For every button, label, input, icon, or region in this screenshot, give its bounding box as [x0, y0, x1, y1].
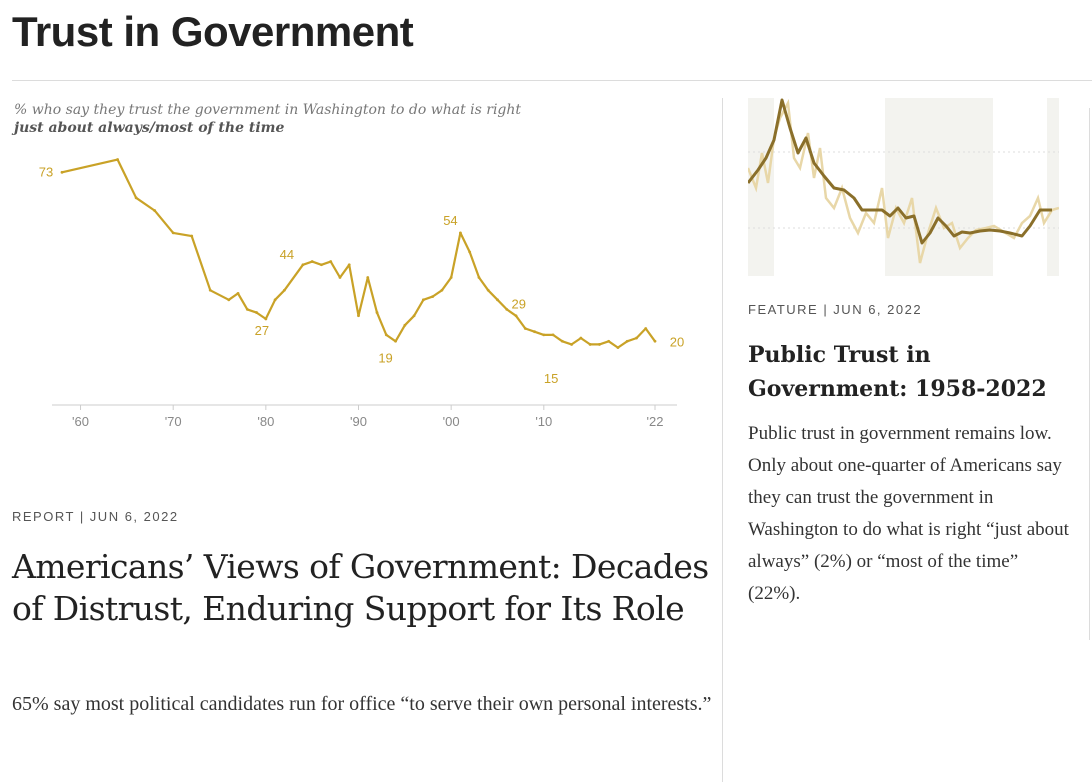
data-point — [264, 317, 268, 321]
data-label: 15 — [544, 371, 558, 386]
data-label: 19 — [378, 350, 392, 365]
data-point — [329, 260, 333, 263]
data-point — [282, 288, 286, 292]
data-point — [551, 333, 555, 337]
data-point — [190, 234, 194, 238]
column-divider — [722, 98, 723, 782]
data-point — [533, 330, 536, 334]
data-point — [570, 343, 574, 346]
data-point — [607, 339, 611, 343]
trust-series-line — [61, 158, 656, 349]
data-point — [347, 263, 351, 267]
data-point — [60, 170, 64, 174]
right-edge-divider — [1089, 108, 1090, 640]
data-point — [301, 263, 305, 267]
data-point — [635, 336, 638, 340]
main-story-meta: REPORT | JUN 6, 2022 — [12, 509, 179, 524]
data-point — [227, 298, 231, 302]
data-point — [236, 292, 240, 295]
data-point — [496, 298, 499, 302]
data-point — [403, 323, 407, 327]
data-point — [523, 327, 527, 330]
data-point — [449, 276, 453, 279]
data-point — [505, 307, 509, 311]
data-point — [366, 276, 370, 279]
data-point — [440, 288, 444, 292]
thumb-shade-band — [1047, 98, 1059, 276]
data-point — [310, 260, 314, 263]
data-point — [459, 231, 462, 235]
data-label: 20 — [670, 334, 684, 349]
data-point — [431, 295, 435, 299]
data-point — [644, 327, 648, 330]
x-tick-label: '90 — [350, 414, 367, 429]
x-tick-label: '70 — [165, 414, 182, 429]
data-label: 29 — [512, 297, 526, 312]
data-point — [653, 339, 657, 343]
chart-caption: % who say they trust the government in W… — [14, 101, 521, 137]
data-point — [579, 336, 583, 340]
thumb-dark-line — [748, 98, 1052, 245]
side-story-summary: Public trust in government remains low. … — [748, 423, 1069, 604]
data-point — [171, 231, 175, 235]
data-point — [153, 209, 157, 212]
x-tick-label: '22 — [647, 414, 664, 429]
chart-caption-line2: just about always/most of the time — [14, 120, 285, 136]
data-point — [116, 158, 119, 161]
data-point — [468, 250, 472, 254]
feature-thumbnail-chart[interactable] — [748, 98, 1059, 276]
page-title: Trust in Government — [12, 8, 414, 55]
data-point — [245, 307, 249, 311]
data-point — [208, 288, 212, 292]
data-point — [357, 314, 360, 318]
trust-line-chart[interactable]: '60'70'80'90'00'10'22737727441954291520 — [0, 150, 700, 440]
data-point — [273, 298, 277, 302]
data-point — [486, 288, 490, 292]
data-point — [338, 276, 342, 279]
side-story-meta: FEATURE | JUN 6, 2022 — [748, 302, 923, 317]
data-point — [514, 314, 518, 318]
data-point — [616, 346, 620, 350]
data-label: 73 — [39, 164, 53, 179]
data-point — [134, 196, 138, 200]
x-tick-label: '00 — [443, 414, 460, 429]
data-point — [477, 276, 481, 279]
data-point — [625, 339, 629, 343]
x-tick-label: '60 — [72, 414, 89, 429]
data-label: 44 — [280, 247, 294, 262]
x-tick-label: '10 — [535, 414, 552, 429]
thumb-shade-band — [885, 98, 993, 276]
data-point — [394, 339, 397, 343]
main-story-headline[interactable]: Americans’ Views of Government: Decades … — [12, 547, 709, 628]
data-label: 54 — [443, 213, 457, 228]
data-point — [542, 333, 546, 337]
thumb-shade-band — [748, 98, 774, 276]
data-point — [588, 343, 592, 346]
data-point — [255, 311, 258, 314]
data-point — [375, 311, 379, 314]
main-story-summary: 65% say most political candidates run fo… — [12, 693, 712, 715]
data-point — [421, 298, 425, 302]
data-point — [412, 314, 416, 318]
data-label: 27 — [255, 323, 269, 338]
top-divider — [12, 80, 1092, 81]
x-tick-label: '80 — [257, 414, 274, 429]
data-point — [598, 343, 601, 346]
data-point — [384, 333, 388, 337]
side-story-headline[interactable]: Public Trust in Government: 1958-2022 — [748, 342, 1047, 402]
chart-caption-line1: % who say they trust the government in W… — [14, 102, 522, 118]
data-point — [320, 263, 323, 267]
data-point — [560, 339, 564, 343]
